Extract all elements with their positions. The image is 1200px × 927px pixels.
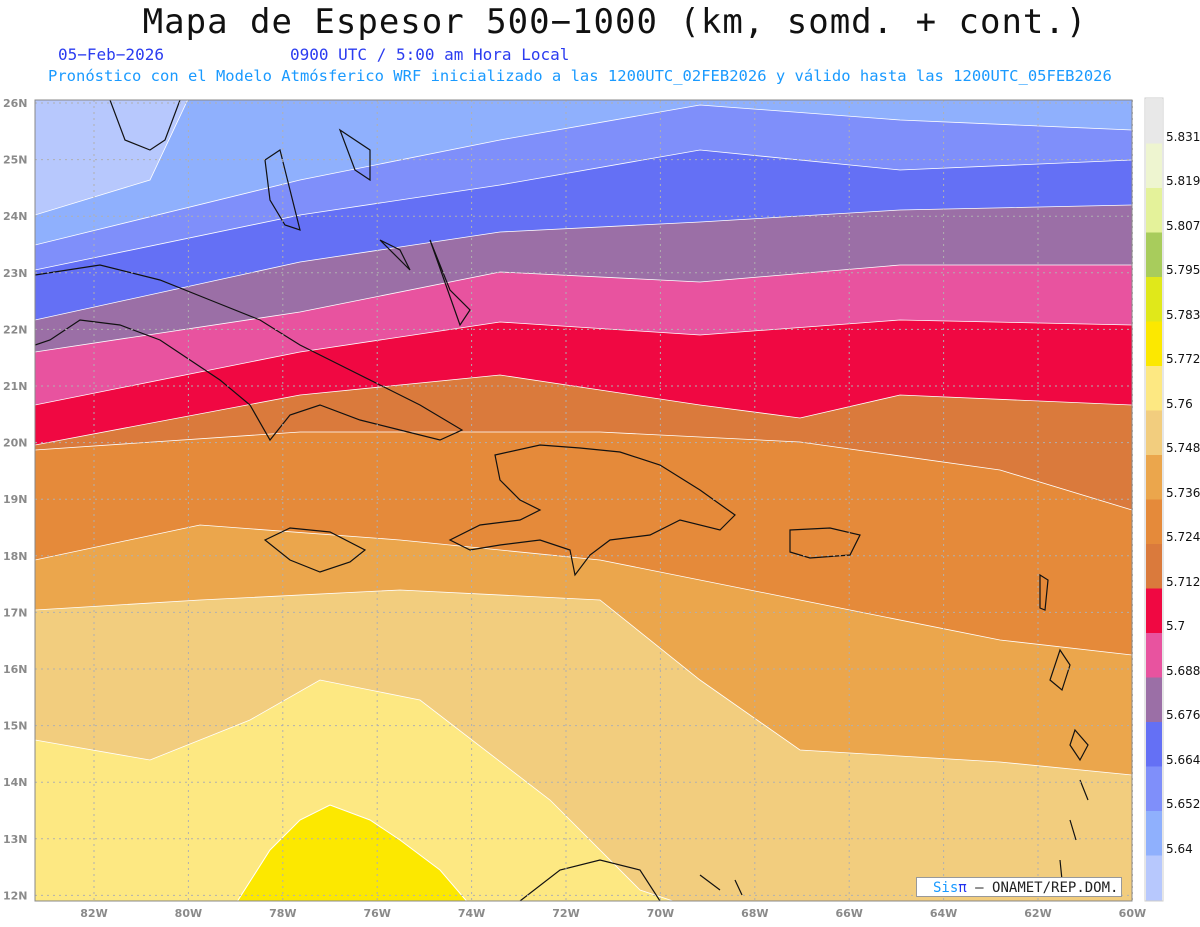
lon-label: 82W [80, 907, 107, 920]
colorbar-swatch [1146, 277, 1162, 322]
lon-label: 72W [552, 907, 579, 920]
colorbar-label: 5.772 [1166, 352, 1200, 366]
colorbar-label: 5.676 [1166, 708, 1200, 722]
lat-label: 25N [3, 154, 28, 167]
colorbar-swatch [1146, 855, 1162, 901]
lat-label: 17N [3, 606, 28, 619]
sis-logo: Sis [933, 880, 959, 896]
map-title: Mapa de Espesor 500−1000 (km, somd. + co… [142, 2, 1088, 42]
lat-label: 23N [3, 267, 28, 280]
colorbar-label: 5.795 [1166, 263, 1200, 277]
lat-label: 20N [3, 437, 28, 450]
colorbar-swatch [1146, 455, 1162, 500]
colorbar-label: 5.736 [1166, 485, 1200, 500]
colorbar-label: 5.64 [1166, 841, 1193, 856]
thickness-bands [35, 100, 1132, 901]
colorbar-label: 5.748 [1166, 441, 1200, 455]
map-frame [34, 99, 1133, 902]
hispaniola-coast [448, 444, 736, 577]
lat-label: 22N [3, 323, 28, 336]
colorbar-swatch [1146, 544, 1162, 589]
colorbar-label: 5.688 [1166, 663, 1200, 678]
colorbar [1144, 97, 1164, 902]
colorbar-swatch [1146, 588, 1162, 634]
lat-label: 16N [3, 663, 28, 676]
colorbar-swatch [1146, 766, 1162, 812]
colorbar-swatch [1146, 366, 1162, 411]
lat-label: 19N [3, 493, 28, 506]
lon-label: 78W [269, 907, 296, 920]
band [35, 100, 189, 216]
colorbar-swatch [1146, 677, 1162, 723]
colorbar-swatch [1146, 499, 1162, 545]
colorbar-label: 5.724 [1166, 530, 1200, 544]
lat-label: 26N [3, 97, 28, 110]
lon-label: 74W [458, 907, 485, 920]
credit-text: – ONAMET/REP.DOM. [975, 880, 1119, 896]
pi-logo: π [958, 880, 967, 896]
bahamas-coast [264, 128, 471, 327]
colorbar-label: 5.664 [1166, 752, 1200, 767]
lon-label: 76W [363, 907, 390, 920]
lon-label: 70W [647, 907, 674, 920]
colorbar-swatch [1146, 143, 1162, 189]
model-info: Pronóstico con el Modelo Atmósferico WRF… [48, 67, 1112, 85]
coastlines [35, 100, 1089, 901]
lat-label: 18N [3, 550, 28, 563]
lat-label: 14N [3, 776, 28, 789]
lat-label: 21N [3, 380, 28, 393]
colorbar-swatch [1146, 188, 1162, 233]
lat-label: 12N [3, 889, 28, 902]
lat-label: 15N [3, 720, 28, 733]
lon-label: 66W [835, 907, 862, 920]
band [35, 100, 1132, 246]
colorbar-label: 5.807 [1166, 218, 1200, 233]
colorbar-swatch [1146, 722, 1162, 767]
lon-label: 80W [175, 907, 202, 920]
colorbar-swatch [1146, 321, 1162, 367]
colorbar-swatch [1146, 811, 1162, 856]
puerto-rico-coast [789, 527, 861, 559]
lat-label: 13N [3, 833, 28, 846]
colorbar-label: 5.7 [1166, 619, 1186, 633]
band [236, 804, 468, 901]
colorbar-label: 5.819 [1166, 174, 1200, 188]
axis-labels: 26N 25N 24N 23N 22N 21N 20N 19N 18N 17N 16N 15N 14N 1… [3, 97, 1146, 920]
lon-label: 64W [930, 907, 957, 920]
colorbar-label: 5.652 [1166, 797, 1200, 811]
colorbar-swatch [1146, 232, 1162, 278]
credit-box: Sisπ – ONAMET/REP.DOM. [916, 877, 1122, 897]
colorbar-label: 5.783 [1166, 307, 1200, 322]
lesser-antilles-coast [1039, 573, 1089, 881]
forecast-time: 0900 UTC / 5:00 am Hora Local [290, 45, 570, 64]
colorbar-label: 5.76 [1166, 396, 1193, 411]
south-america-coast [519, 859, 743, 901]
colorbar-label: 5.712 [1166, 574, 1200, 589]
lon-label: 60W [1119, 907, 1146, 920]
colorbar-label: 5.831 [1166, 129, 1200, 144]
colorbar-swatch [1146, 99, 1162, 144]
lat-label: 24N [3, 210, 28, 223]
graticule [35, 100, 1133, 901]
colorbar-swatch [1146, 633, 1162, 678]
jamaica-coast [263, 527, 367, 573]
florida-coast [109, 100, 181, 151]
colorbar-swatch [1146, 410, 1162, 456]
cuba-coast [35, 264, 464, 442]
lon-label: 68W [741, 907, 768, 920]
lon-label: 62W [1024, 907, 1051, 920]
forecast-date: 05−Feb−2026 [58, 45, 164, 64]
